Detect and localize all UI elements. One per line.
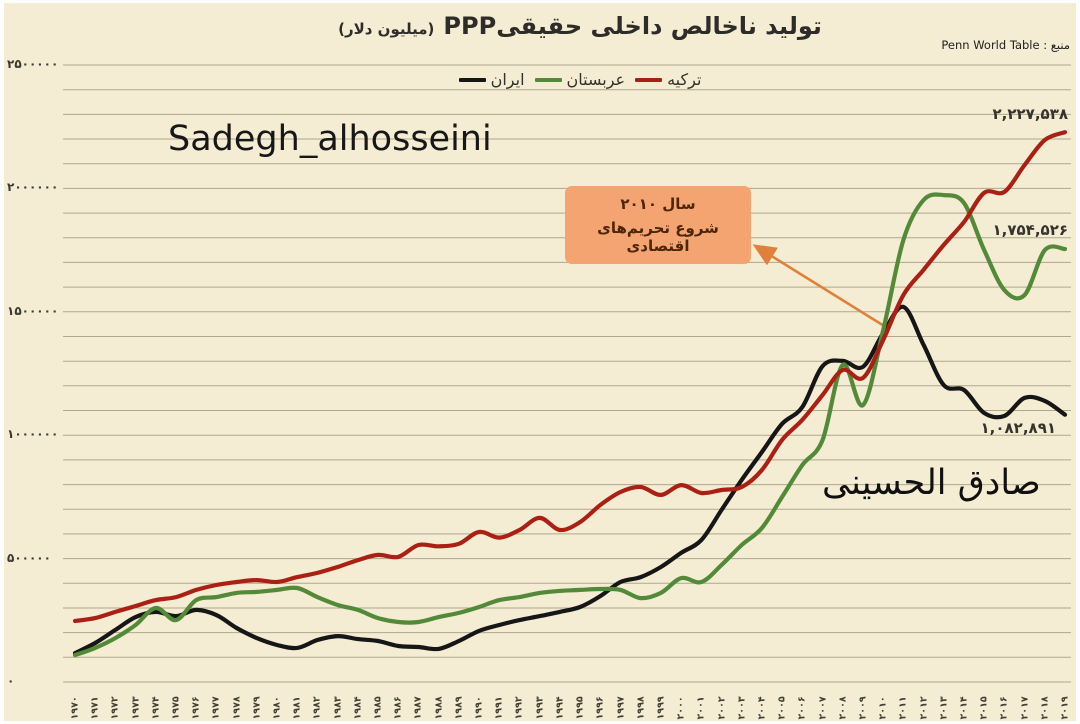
x-tick-label: ۲۰۱۹: [1059, 696, 1071, 720]
x-tick-label: ۱۹۹۷: [615, 696, 626, 720]
x-tick-label: ۲۰۱۲: [918, 696, 930, 720]
x-tick-label: ۱۹۷۲: [109, 696, 121, 720]
legend-marker-iran-icon: [458, 77, 486, 82]
x-tick-label: ۱۹۷۴: [150, 696, 162, 720]
x-tick-label: ۱۹۹۲: [513, 696, 525, 720]
legend-item-turkey: ترکیه: [635, 70, 701, 89]
x-tick-label: ۱۹۹۰: [473, 696, 485, 720]
x-tick-label: ۱۹۹۴: [554, 696, 566, 720]
watermark-latin: Sadegh_alhosseini: [168, 119, 492, 159]
x-tick-label: ۱۹۹۹: [655, 696, 667, 720]
legend-item-iran: ایران: [458, 70, 525, 89]
legend-marker-turkey-icon: [635, 77, 663, 82]
x-tick-label: ۲۰۰۷: [817, 696, 829, 720]
x-tick-label: ۲۰۱۷: [1019, 696, 1031, 720]
x-tick-label: ۲۰۱۵: [978, 696, 990, 720]
x-tick-label: ۱۹۷۱: [89, 696, 101, 720]
x-tick-label: ۱۹۸۳: [332, 696, 344, 720]
y-tick-label: ۵۰۰۰۰۰: [7, 550, 51, 565]
x-tick-label: ۱۹۹۱: [493, 696, 505, 720]
legend-item-saudi: عربستان: [534, 70, 626, 89]
y-tick-label: ۰: [7, 674, 15, 688]
legend-marker-saudi-icon: [534, 77, 562, 82]
chart-title-unit: (میلیون دلار): [338, 20, 435, 38]
x-tick-label: ۱۹۹۸: [635, 696, 647, 720]
x-tick-label: ۲۰۰۳: [736, 696, 748, 720]
x-tick-label: ۱۹۸۹: [453, 696, 465, 720]
x-tick-label: ۱۹۷۹: [251, 696, 263, 720]
source-note: منبع : Penn World Table: [941, 38, 1070, 52]
y-tick-label: ۲۰۰۰۰۰۰: [7, 180, 59, 195]
x-tick-label: ۱۹۸۶: [392, 696, 404, 720]
series-line-saudi: [72, 192, 1068, 658]
title-row: تولید ناخالص داخلی حقیقیPPP (میلیون دلار…: [230, 12, 930, 40]
chart-background: [4, 3, 1076, 721]
annotation-line-2: شروع تحریم‌های اقتصادی: [597, 219, 719, 255]
x-tick-label: ۱۹۹۵: [574, 696, 586, 720]
end-label-saudi: ۱,۷۵۴,۵۲۶: [992, 221, 1068, 239]
watermark-persian: صادق الحسینی: [822, 463, 1041, 503]
x-tick-label: ۲۰۰۲: [716, 696, 728, 720]
x-tick-label: ۱۹۷۶: [190, 696, 202, 720]
end-label-iran: ۱,۰۸۲,۸۹۱: [980, 419, 1056, 437]
legend-label-saudi: عربستان: [566, 70, 626, 89]
legend: ترکیه عربستان ایران: [240, 70, 920, 89]
x-tick-label: ۲۰۰۴: [756, 696, 768, 720]
legend-label-iran: ایران: [490, 70, 525, 89]
sanctions-annotation-box: سال ۲۰۱۰ شروع تحریم‌های اقتصادی: [565, 186, 751, 264]
annotation-arrow: [752, 244, 890, 331]
x-tick-label: ۲۰۰۰: [675, 696, 687, 720]
x-tick-label: ۱۹۷۵: [170, 696, 182, 720]
x-tick-label: ۲۰۱۴: [958, 696, 970, 720]
x-tick-label: ۱۹۸۸: [433, 696, 445, 720]
x-tick-label: ۲۰۰۱: [695, 696, 707, 720]
chart-title: تولید ناخالص داخلی حقیقیPPP: [443, 12, 822, 40]
series-line-turkey: [72, 130, 1068, 624]
x-tick-label: ۱۹۸۵: [372, 696, 384, 720]
x-tick-label: ۱۹۸۲: [311, 696, 323, 720]
x-tick-label: ۱۹۸۷: [412, 696, 424, 720]
x-tick-label: ۱۹۹۳: [534, 696, 546, 720]
x-tick-label: ۲۰۰۹: [857, 696, 869, 720]
x-tick-label: ۱۹۷۳: [130, 696, 142, 720]
series-line-iran: [72, 304, 1068, 656]
x-tick-label: ۲۰۱۱: [897, 696, 909, 720]
x-tick-label: ۱۹۷۸: [231, 696, 243, 720]
x-tick-label: ۲۰۱۸: [1039, 696, 1051, 720]
legend-label-turkey: ترکیه: [667, 70, 702, 89]
end-label-turkey: ۲,۲۲۷,۵۳۸: [992, 105, 1068, 123]
x-tick-label: ۱۹۸۴: [352, 696, 364, 720]
y-tick-label: ۲۵۰۰۰۰۰: [7, 57, 59, 71]
y-tick-label: ۱۰۰۰۰۰۰: [7, 427, 59, 442]
x-tick-label: ۱۹۷۰: [69, 696, 81, 720]
y-tick-label: ۱۵۰۰۰۰۰: [7, 303, 59, 318]
x-tick-label: ۲۰۰۶: [796, 696, 808, 720]
annotation-line-1: سال ۲۰۱۰: [620, 195, 696, 213]
x-tick-label: ۲۰۱۶: [998, 696, 1010, 720]
x-tick-label: ۲۰۰۵: [776, 696, 788, 720]
x-tick-label: ۲۰۱۳: [938, 696, 950, 720]
x-tick-label: ۲۰۰۸: [837, 696, 849, 720]
x-tick-label: ۲۰۱۰: [877, 696, 889, 720]
x-tick-label: ۱۹۸۰: [271, 696, 283, 720]
x-tick-label: ۱۹۷۷: [210, 696, 222, 720]
x-tick-label: ۱۹۸۱: [291, 696, 303, 720]
x-tick-label: ۱۹۹۶: [594, 696, 606, 720]
